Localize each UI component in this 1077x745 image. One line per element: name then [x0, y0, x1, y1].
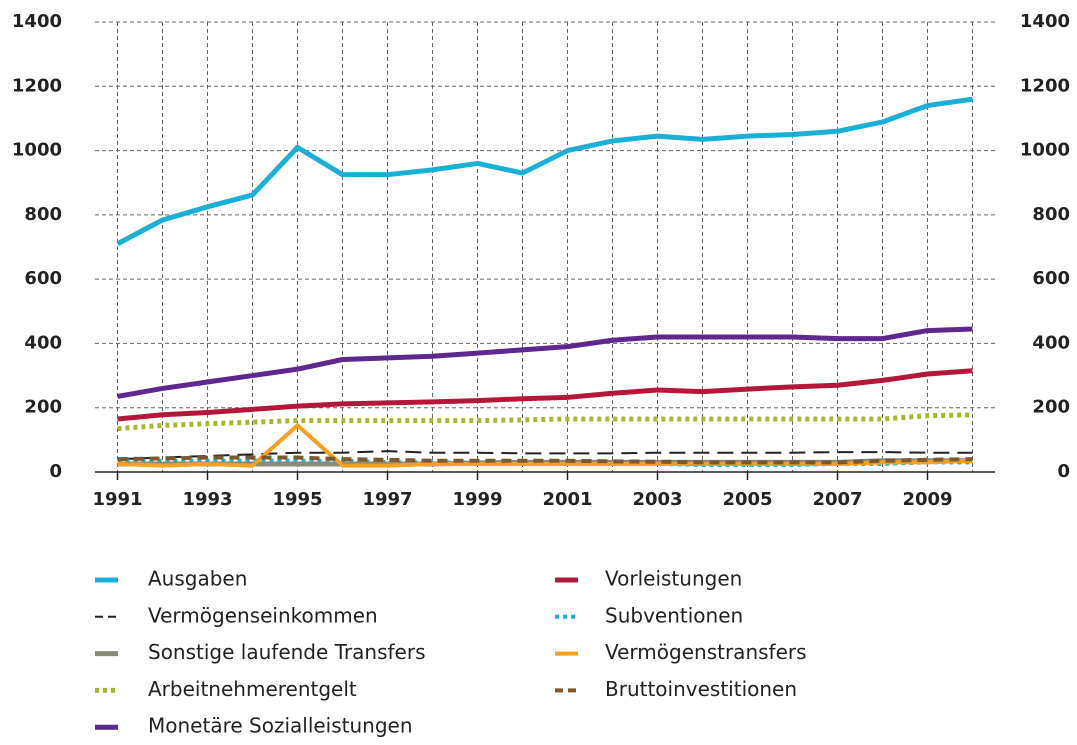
series-line [117, 412, 973, 432]
x-tick-label: 2007 [812, 489, 862, 510]
y2-tick-label: 400 [1032, 332, 1070, 353]
y2-tick-label: 800 [1032, 204, 1070, 225]
y-tick-label: 400 [24, 332, 62, 353]
x-tick-label: 2009 [902, 489, 952, 510]
y2-tick-label: 1200 [1020, 75, 1070, 96]
y-tick-label: 200 [24, 397, 62, 418]
legend-label: Ausgaben [148, 567, 247, 591]
y-tick-label: 1000 [12, 140, 62, 161]
y2-tick-label: 1000 [1020, 140, 1070, 161]
x-tick-label: 1999 [452, 489, 502, 510]
series-line [117, 455, 973, 465]
series-line [117, 368, 973, 422]
x-tick-label: 2003 [632, 489, 682, 510]
y-tick-label: 600 [24, 268, 62, 289]
legend-label: Arbeitnehmerentgelt [148, 677, 357, 701]
legend-label: Sonstige laufende Transfers [148, 640, 426, 664]
x-tick-label: 1993 [182, 489, 232, 510]
y-tick-label: 0 [49, 461, 62, 482]
legend-label: Vorleistungen [605, 567, 742, 591]
series-line [117, 326, 973, 399]
y2-tick-label: 1400 [1020, 11, 1070, 32]
legend-label: Monetäre Sozialleistungen [148, 714, 413, 738]
y2-tick-label: 200 [1032, 397, 1070, 418]
legend-label: Vermögenstransfers [605, 640, 807, 664]
y-tick-label: 1400 [12, 11, 62, 32]
y-tick-label: 800 [24, 204, 62, 225]
legend-label: Vermögenseinkommen [148, 603, 378, 627]
series-line [116, 96, 973, 246]
y2-tick-label: 0 [1057, 461, 1070, 482]
x-tick-label: 2001 [542, 489, 592, 510]
y-tick-label: 1200 [12, 75, 62, 96]
x-tick-label: 1997 [362, 489, 412, 510]
y2-tick-label: 600 [1032, 268, 1070, 289]
x-tick-label: 1995 [272, 489, 322, 510]
legend-label: Bruttoinvestitionen [605, 677, 797, 701]
x-tick-label: 2005 [722, 489, 772, 510]
x-tick-label: 1991 [92, 489, 142, 510]
legend-label: Subventionen [605, 603, 743, 627]
